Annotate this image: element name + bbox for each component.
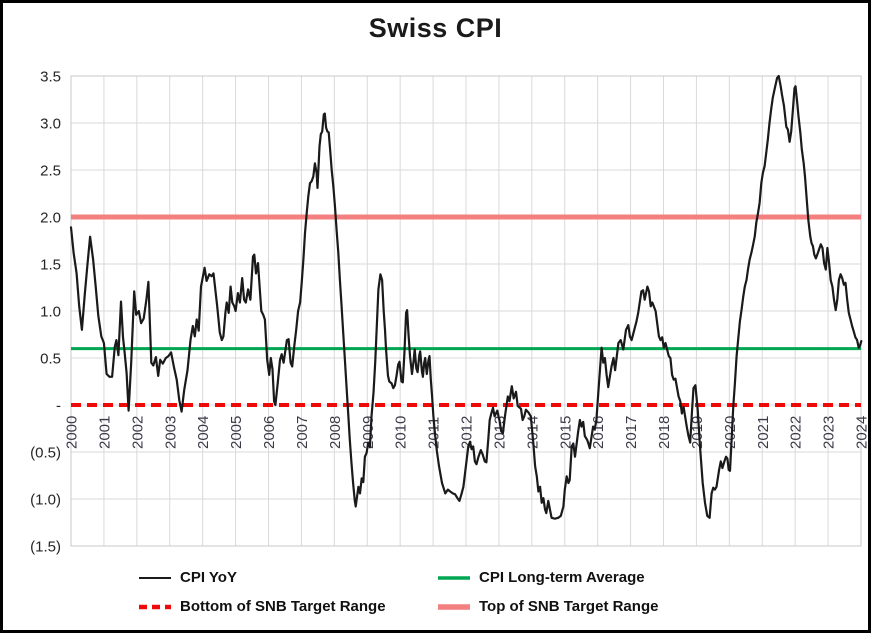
x-tick-label: 2024 [854, 416, 871, 449]
y-tick-label: (1.5) [30, 539, 61, 556]
legend-label-top-target: Top of SNB Target Range [479, 598, 659, 615]
y-tick-label: (0.5) [30, 445, 61, 462]
cpi-yoy-line-marker-icon [139, 576, 171, 579]
x-tick-label: 2008 [327, 416, 344, 449]
x-tick-label: 2004 [195, 416, 212, 449]
x-tick-label: 2018 [656, 416, 673, 449]
y-tick-label: (1.0) [30, 492, 61, 509]
y-tick-label: 1.0 [40, 304, 61, 321]
y-tick-label: 0.5 [40, 351, 61, 368]
long-term-average-line-marker-icon [438, 575, 470, 580]
chart-plot-area: 3.5 3.0 2.5 2.0 1.5 1.0 0.5 - (0.5) (1.0) (1.5) 200… [30, 69, 871, 556]
y-tick-label: 3.0 [40, 116, 61, 133]
x-tick-label: 2002 [129, 416, 146, 449]
x-tick-label: 2021 [755, 416, 772, 449]
x-tick-label: 2009 [360, 416, 377, 449]
top-target-line-marker-icon [438, 603, 470, 610]
legend-label-bottom-target: Bottom of SNB Target Range [180, 598, 386, 615]
x-tick-label: 2020 [722, 416, 739, 449]
legend-item-bottom-target: Bottom of SNB Target Range [138, 598, 386, 615]
x-tick-label: 2000 [64, 416, 81, 449]
x-tick-label: 2023 [821, 416, 838, 449]
x-tick-label: 2022 [788, 416, 805, 449]
bottom-target-dashed-line-marker-icon [139, 604, 171, 609]
legend-label-long-term-average: CPI Long-term Average [479, 569, 645, 586]
legend-item-long-term-average: CPI Long-term Average [437, 569, 645, 586]
legend-label-cpi-yoy: CPI YoY [180, 569, 237, 586]
legend-item-cpi-yoy: CPI YoY [138, 569, 237, 586]
y-tick-label: 3.5 [40, 69, 61, 86]
plot-border [70, 75, 862, 547]
y-tick-label: 1.5 [40, 257, 61, 274]
x-tick-label: 2001 [96, 416, 113, 449]
y-tick-label: - [56, 398, 61, 415]
x-tick-label: 2016 [590, 416, 607, 449]
cpi-yoy-line [69, 74, 863, 520]
y-tick-label: 2.5 [40, 163, 61, 180]
x-tick-label: 2019 [689, 416, 706, 449]
x-tick-label: 2015 [557, 416, 574, 449]
x-tick-label: 2010 [393, 416, 410, 449]
chart-title: Swiss CPI [368, 13, 503, 43]
x-tick-label: 2005 [228, 416, 245, 449]
x-tick-label: 2017 [623, 416, 640, 449]
x-tick-label: 2007 [294, 416, 311, 449]
y-tick-label: 2.0 [40, 210, 61, 227]
x-tick-label: 2012 [459, 416, 476, 449]
legend-item-top-target: Top of SNB Target Range [437, 598, 658, 615]
x-tick-label: 2006 [261, 416, 278, 449]
x-tick-label: 2003 [162, 416, 179, 449]
